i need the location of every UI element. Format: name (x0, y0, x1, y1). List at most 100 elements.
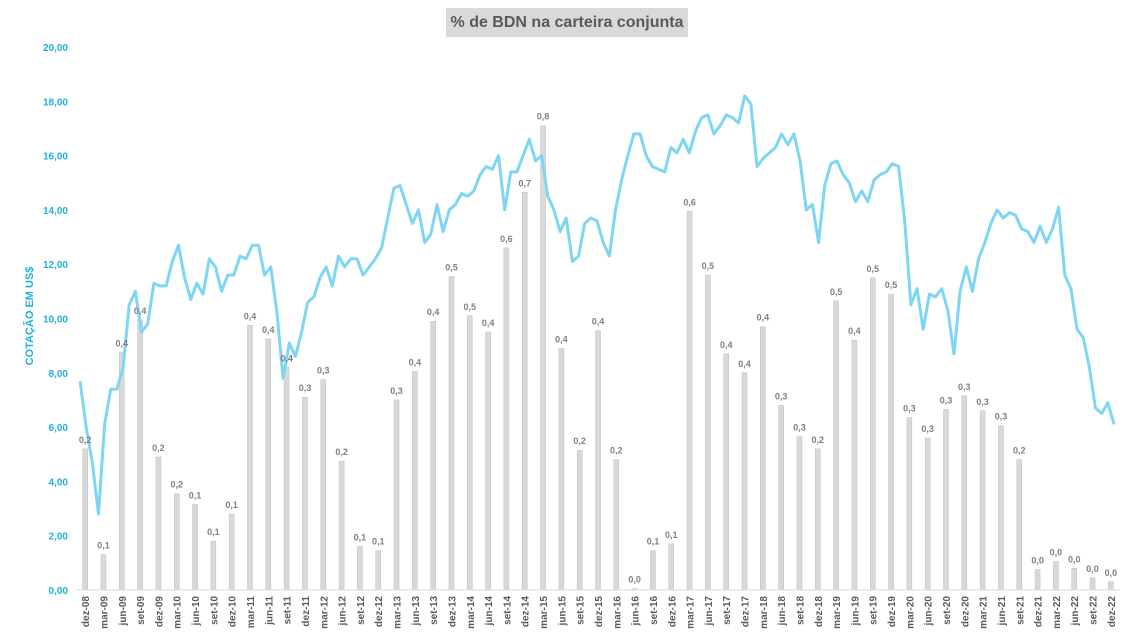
x-tick-label: set-13 (429, 596, 440, 625)
bar-data-label: 0,0 (1050, 547, 1063, 557)
y-tick-label: 18,00 (43, 97, 68, 108)
bar-data-label: 0,3 (940, 395, 953, 405)
bar (1034, 569, 1041, 591)
x-tick-label: mar-17 (686, 596, 697, 629)
bar (1053, 561, 1059, 591)
bar (265, 338, 272, 591)
x-tick-label: set-21 (1015, 596, 1026, 625)
bar-data-label: 0,2 (610, 446, 623, 456)
bar (668, 543, 675, 591)
bar (540, 125, 546, 591)
bar (760, 326, 766, 591)
y-tick-label: 4,00 (49, 477, 69, 488)
x-tick-label: dez-13 (447, 596, 458, 628)
bar-data-label: 0,1 (647, 537, 660, 547)
bar-data-label: 0,1 (207, 527, 220, 537)
x-tick-label: dez-21 (1034, 596, 1045, 628)
price-line (78, 94, 1116, 516)
bar (558, 348, 565, 591)
x-tick-label: mar-11 (246, 596, 257, 629)
x-tick-label: mar-10 (173, 596, 184, 629)
x-tick-label: jun-19 (850, 596, 861, 627)
bar (192, 504, 198, 591)
bar (906, 417, 913, 591)
x-tick-label: mar-15 (539, 596, 550, 629)
bar (448, 276, 455, 591)
bar (576, 449, 583, 591)
bar (888, 293, 894, 591)
bar (283, 367, 290, 591)
x-tick-label: jun-14 (484, 596, 495, 627)
x-tick-label: dez-14 (521, 596, 532, 628)
x-tick-label: mar-18 (759, 596, 770, 629)
x-axis-ticks: dez-08 mar-09 jun-09 set-09 dez-09 mar-10 jun-… (81, 596, 1118, 629)
x-tick-label: dez-12 (374, 596, 385, 628)
x-tick-label: dez-10 (228, 596, 239, 628)
bar-data-label: 0,4 (738, 359, 751, 369)
x-tick-label: set-12 (356, 596, 367, 625)
x-tick-label: jun-11 (264, 596, 275, 626)
y-tick-label: 0,00 (49, 586, 69, 597)
x-tick-label: mar-12 (319, 596, 330, 629)
x-tick-label: jun-10 (191, 596, 202, 627)
bar-data-label: 0,4 (555, 334, 568, 344)
y-tick-label: 6,00 (49, 423, 69, 434)
bar-data-label: 0,2 (170, 480, 183, 490)
bar (1071, 568, 1077, 591)
bar (796, 436, 803, 591)
bar (119, 352, 125, 591)
y-tick-label: 20,00 (43, 43, 68, 54)
bar (815, 448, 821, 591)
bar-data-label: 0,4 (244, 311, 257, 321)
x-tick-label: mar-16 (612, 596, 623, 629)
bar-data-label: 0,5 (885, 280, 898, 290)
x-tick-label: dez-18 (814, 596, 825, 628)
y-tick-label: 16,00 (43, 152, 68, 163)
bar-data-label: 0,1 (354, 533, 367, 543)
bar-data-label: 0,4 (262, 325, 275, 335)
x-tick-label: jun-15 (557, 596, 568, 627)
bar-data-label: 0,1 (97, 541, 110, 551)
bar (1016, 459, 1023, 591)
bar (869, 277, 876, 591)
bar (228, 513, 235, 591)
bar-data-label: 0,8 (537, 112, 550, 122)
x-tick-label: dez-19 (887, 596, 898, 628)
bar (173, 493, 180, 591)
chart-title-box: % de BDN na carteira conjunta (446, 8, 688, 37)
bar (924, 437, 931, 591)
y-tick-label: 14,00 (43, 206, 68, 217)
bar (503, 247, 510, 591)
bar (338, 460, 345, 591)
bar (723, 353, 729, 591)
bar-data-label: 0,2 (335, 447, 348, 457)
bar (741, 372, 748, 591)
x-tick-label: dez-17 (741, 596, 752, 628)
bar-data-label: 0,4 (116, 338, 129, 348)
bar (302, 396, 308, 591)
x-tick-label: jun-18 (777, 596, 788, 627)
bar (778, 405, 784, 591)
bar-data-label: 0,1 (189, 490, 202, 500)
x-tick-label: mar-21 (979, 596, 990, 629)
bar (467, 315, 473, 591)
bar (82, 448, 88, 591)
bar-data-label: 0,3 (317, 366, 330, 376)
bar-data-label: 0,0 (1105, 568, 1118, 578)
x-tick-label: dez-08 (81, 596, 92, 628)
bar-data-label: 0,3 (921, 424, 934, 434)
bar (357, 546, 363, 591)
x-tick-label: set-10 (209, 596, 220, 625)
bar-data-label: 0,3 (903, 404, 916, 414)
bar (650, 550, 656, 591)
bar (100, 554, 107, 591)
bar-data-label: 0,2 (812, 435, 825, 445)
bar (613, 459, 620, 591)
x-tick-label: jun-22 (1070, 596, 1081, 627)
bar-data-label: 0,4 (427, 307, 440, 317)
x-tick-label: mar-20 (905, 596, 916, 629)
x-tick-label: dez-09 (154, 596, 165, 628)
x-tick-label: jun-13 (411, 596, 422, 627)
x-tick-label: set-15 (576, 596, 587, 625)
